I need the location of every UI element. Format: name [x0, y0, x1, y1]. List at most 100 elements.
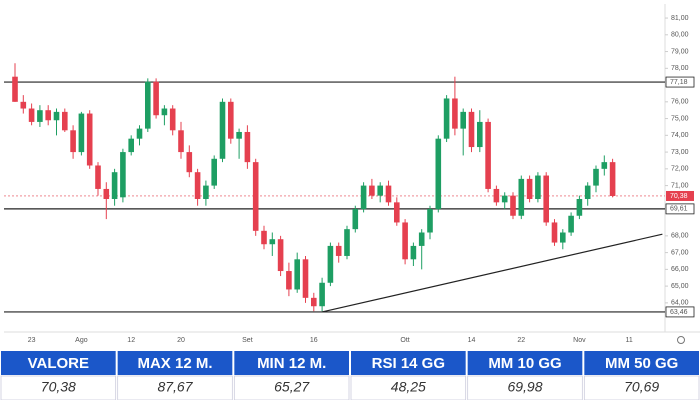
table-value-cell	[467, 375, 583, 400]
candle-body	[518, 178, 525, 216]
candle-body	[153, 81, 159, 116]
candle-body	[311, 297, 317, 307]
x-tick-label: Set	[242, 337, 253, 344]
y-tick-label: 79,00	[671, 48, 689, 55]
candle-body	[211, 158, 217, 186]
table-value: 65,27	[274, 379, 310, 395]
candle-body	[120, 152, 126, 198]
table-value-cell	[350, 375, 467, 400]
table-header: MAX 12 M.	[137, 355, 212, 372]
y-tick-label: 64,00	[671, 300, 689, 307]
candle-body	[136, 128, 143, 139]
candle-body	[12, 76, 18, 102]
candle-body	[593, 168, 599, 186]
candle-body	[385, 185, 392, 203]
y-tick-label: 65,00	[671, 283, 689, 290]
candle-body	[128, 138, 134, 153]
x-tick-label: 11	[626, 337, 633, 344]
candle-body	[294, 259, 300, 290]
candle-body	[576, 198, 583, 216]
candle-body	[203, 185, 209, 199]
candle-body	[501, 195, 508, 203]
table-header-cell	[467, 351, 583, 375]
x-tick-label: 16	[310, 337, 318, 344]
candle-body	[78, 113, 85, 153]
candle-body	[377, 185, 383, 196]
x-tick-label: 12	[127, 337, 135, 344]
y-tick-label: 75,00	[671, 115, 689, 122]
candle-body	[460, 111, 466, 129]
table-header: MIN 12 M.	[257, 355, 326, 372]
level-label: 69,61	[670, 206, 688, 213]
last-price-label: 70,38	[670, 193, 688, 200]
candle-body	[219, 101, 226, 159]
y-tick-label: 78,00	[671, 65, 689, 72]
table-header: VALORE	[28, 355, 89, 372]
candle-body	[252, 162, 259, 231]
candle-body	[435, 138, 442, 210]
table-value: 70,38	[41, 379, 76, 395]
x-tick-label: 14	[468, 337, 476, 344]
candle-body	[37, 110, 43, 122]
x-tick-label: Nov	[573, 337, 586, 344]
candle-body	[543, 175, 549, 223]
level-label: 63,46	[670, 309, 688, 316]
candle-body	[584, 185, 591, 199]
candle-body	[568, 215, 574, 233]
y-tick-label: 73,00	[671, 149, 689, 156]
table-header: MM 50 GG	[605, 355, 678, 372]
candle-body	[236, 131, 242, 139]
candle-body	[86, 113, 93, 166]
table-value-cell	[0, 375, 117, 400]
x-tick-label: Ott	[400, 337, 409, 344]
candle-body	[560, 232, 566, 243]
candle-body	[535, 175, 541, 199]
table-value-cell	[583, 375, 700, 400]
candle-body	[228, 101, 234, 139]
table-value: 69,98	[507, 379, 542, 395]
level-label-box	[665, 203, 695, 215]
candle-body	[402, 222, 408, 260]
candle-body	[319, 282, 325, 307]
candle-body	[45, 110, 51, 121]
candle-body	[410, 245, 417, 260]
candle-body	[360, 185, 367, 210]
candle-body	[418, 232, 425, 246]
settings-icon[interactable]	[677, 336, 685, 344]
y-tick-label: 72,00	[671, 166, 689, 173]
table-value: 48,25	[391, 379, 426, 395]
candle-body	[186, 152, 193, 173]
candle-body	[477, 121, 483, 148]
table-value: 70,69	[624, 379, 659, 395]
candle-body	[70, 130, 76, 153]
candle-body	[169, 108, 176, 131]
candle-body	[452, 98, 458, 129]
table-value-cell	[233, 375, 350, 400]
candle-body	[526, 178, 533, 199]
candle-body	[277, 239, 284, 272]
y-tick-label: 68,00	[671, 233, 689, 240]
candle-body	[493, 188, 500, 203]
candle-body	[302, 259, 309, 298]
table-header: RSI 14 GG	[372, 355, 445, 372]
candle-body	[53, 111, 60, 121]
candle-body	[20, 101, 27, 109]
candle-body	[28, 108, 35, 122]
level-label: 77,18	[670, 79, 688, 86]
table-header: MM 10 GG	[488, 355, 561, 372]
candle-body	[269, 239, 276, 245]
y-tick-label: 71,00	[671, 182, 689, 189]
level-label-box	[665, 306, 695, 318]
y-tick-label: 81,00	[671, 15, 689, 22]
x-tick-label: 20	[177, 337, 185, 344]
x-tick-label: 23	[28, 337, 36, 344]
candle-body	[443, 98, 450, 139]
candle-body	[352, 209, 359, 230]
y-tick-label: 80,00	[671, 32, 689, 39]
candle-body	[427, 209, 433, 233]
candle-body	[103, 188, 110, 199]
candle-body	[327, 245, 334, 283]
x-tick-label: Ago	[75, 337, 88, 344]
candle-body	[601, 162, 608, 169]
